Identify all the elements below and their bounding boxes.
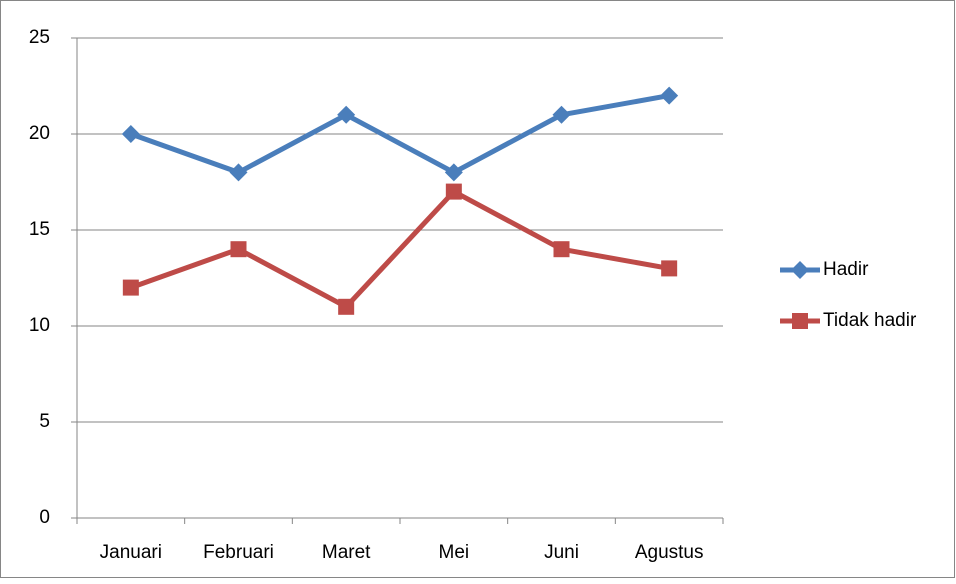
- legend-marker: [791, 261, 809, 279]
- data-point: [229, 163, 248, 182]
- data-point: [553, 241, 570, 258]
- data-point: [661, 260, 678, 277]
- data-point: [660, 86, 679, 105]
- x-tick-label: Juni: [544, 542, 579, 563]
- data-point: [337, 105, 356, 124]
- series-line: [129, 93, 670, 175]
- y-tick-label: 0: [39, 507, 50, 528]
- y-tick-label: 25: [29, 27, 50, 48]
- legend-marker: [792, 313, 808, 329]
- x-tick-label: Agustus: [635, 542, 704, 563]
- y-tick-label: 5: [39, 411, 50, 432]
- data-point: [122, 279, 139, 296]
- legend-label: Tidak hadir: [823, 310, 917, 331]
- data-point: [230, 241, 247, 258]
- data-point: [338, 298, 355, 315]
- y-tick-label: 15: [29, 219, 50, 240]
- data-point: [444, 163, 463, 182]
- x-tick-label: Mei: [439, 542, 470, 563]
- x-tick-label: Februari: [203, 542, 274, 563]
- y-tick-label: 10: [29, 315, 50, 336]
- x-tick-label: Januari: [100, 542, 162, 563]
- x-tick-label: Maret: [322, 542, 371, 563]
- data-point: [552, 105, 571, 124]
- data-point: [445, 183, 462, 200]
- legend-label: Hadir: [823, 259, 869, 280]
- y-tick-label: 20: [29, 123, 50, 144]
- series-line: [129, 189, 670, 310]
- data-point: [121, 125, 140, 143]
